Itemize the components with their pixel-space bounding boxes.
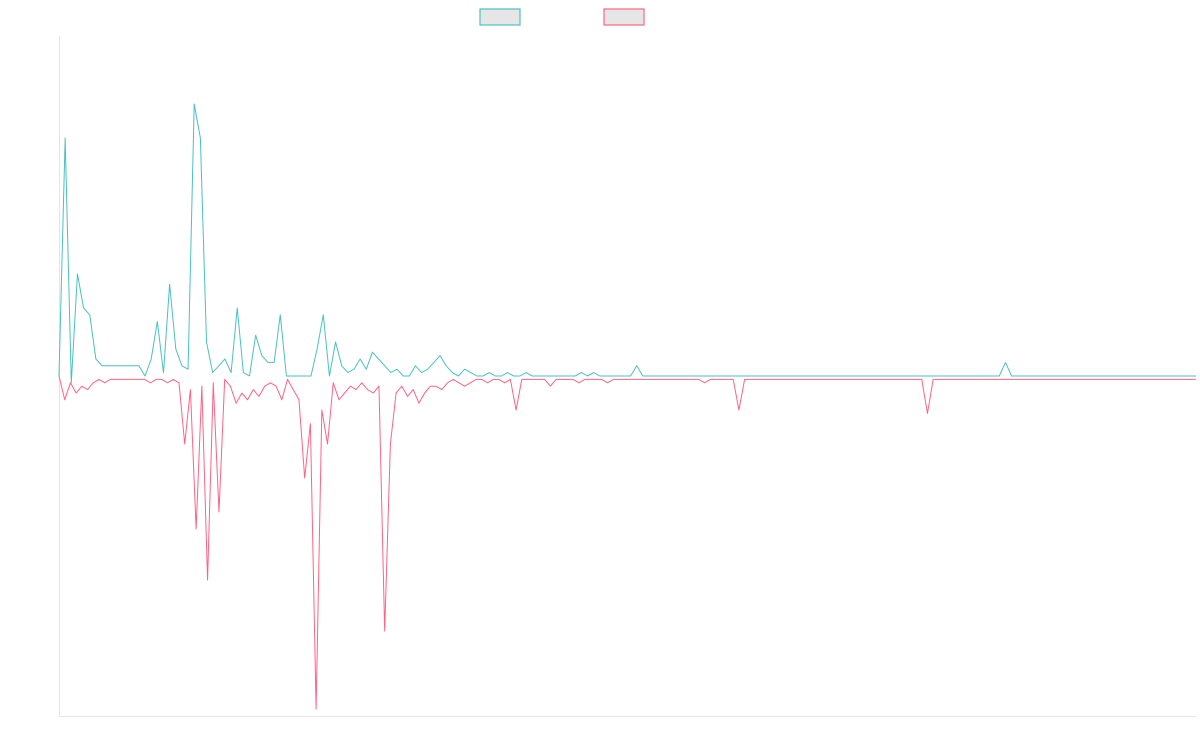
series-line-2 <box>58 375 1196 710</box>
legend-swatch-series-1[interactable] <box>479 8 521 26</box>
series-layer <box>58 103 1196 710</box>
legend-swatch-series-2[interactable] <box>603 8 645 26</box>
legend <box>479 8 645 26</box>
series-line-1 <box>58 103 1196 384</box>
